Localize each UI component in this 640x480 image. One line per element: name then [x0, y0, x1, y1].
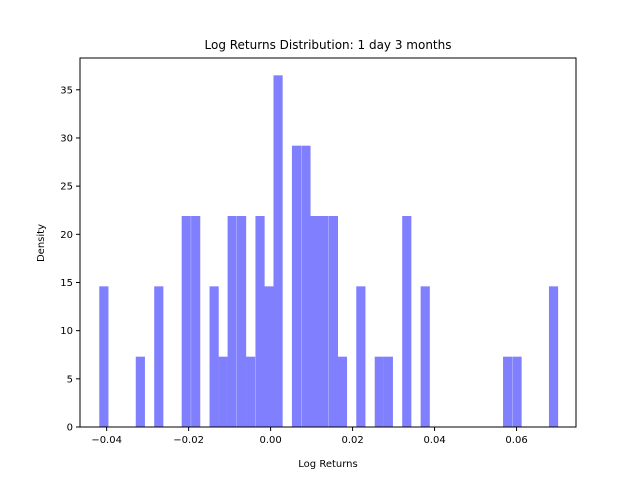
histogram-bar — [191, 216, 201, 427]
histogram-bar — [255, 216, 265, 427]
histogram-bar — [181, 216, 191, 427]
histogram-bar — [512, 356, 522, 427]
y-tick-label: 0 — [67, 423, 73, 434]
histogram-bar — [319, 216, 329, 427]
histogram-bar — [218, 356, 228, 427]
histogram-bar — [246, 356, 256, 427]
y-tick-label: 35 — [60, 85, 73, 96]
histogram-bar — [548, 286, 559, 427]
histogram-bars — [99, 75, 559, 428]
histogram-bar — [310, 216, 320, 427]
plot-frame — [79, 57, 577, 428]
histogram-bar — [374, 356, 384, 427]
x-tick-label: 0.04 — [423, 435, 445, 446]
histogram-bar — [237, 216, 247, 427]
x-axis-ticks: −0.04 −0.02 0.00 0.02 0.04 0.06 — [91, 427, 528, 446]
x-tick-label: 0.06 — [505, 435, 527, 446]
y-tick-label: 15 — [60, 278, 73, 289]
histogram-bar — [99, 286, 109, 427]
histogram-bar — [337, 356, 348, 427]
y-tick-label: 20 — [60, 230, 73, 241]
histogram-bar — [301, 145, 311, 428]
histogram-bar — [383, 356, 393, 427]
histogram-bar — [328, 216, 338, 427]
y-tick-label: 5 — [67, 374, 73, 385]
chart-title: Log Returns Distribution: 1 day 3 months — [205, 38, 452, 52]
histogram-bar — [402, 216, 412, 427]
x-tick-label: −0.02 — [173, 435, 204, 446]
histogram-bar — [273, 75, 283, 427]
histogram-bar — [264, 286, 274, 427]
histogram-bar — [420, 286, 430, 427]
histogram-bar — [154, 286, 164, 427]
x-tick-label: −0.04 — [91, 435, 122, 446]
histogram-bar — [503, 356, 513, 427]
x-axis-label: Log Returns — [298, 459, 357, 470]
histogram-bar — [227, 216, 237, 427]
y-tick-label: 30 — [60, 133, 73, 144]
y-axis-ticks: 0 5 10 15 20 25 30 35 — [60, 85, 80, 434]
x-tick-label: 0.02 — [341, 435, 363, 446]
histogram-bar — [291, 145, 302, 428]
histogram-bar — [135, 356, 145, 427]
histogram-bar — [356, 286, 366, 427]
x-tick-label: 0.00 — [259, 435, 281, 446]
histogram-bar — [209, 286, 219, 427]
y-axis-label: Density — [36, 224, 47, 262]
y-tick-label: 25 — [60, 182, 73, 193]
y-tick-label: 10 — [60, 326, 73, 337]
